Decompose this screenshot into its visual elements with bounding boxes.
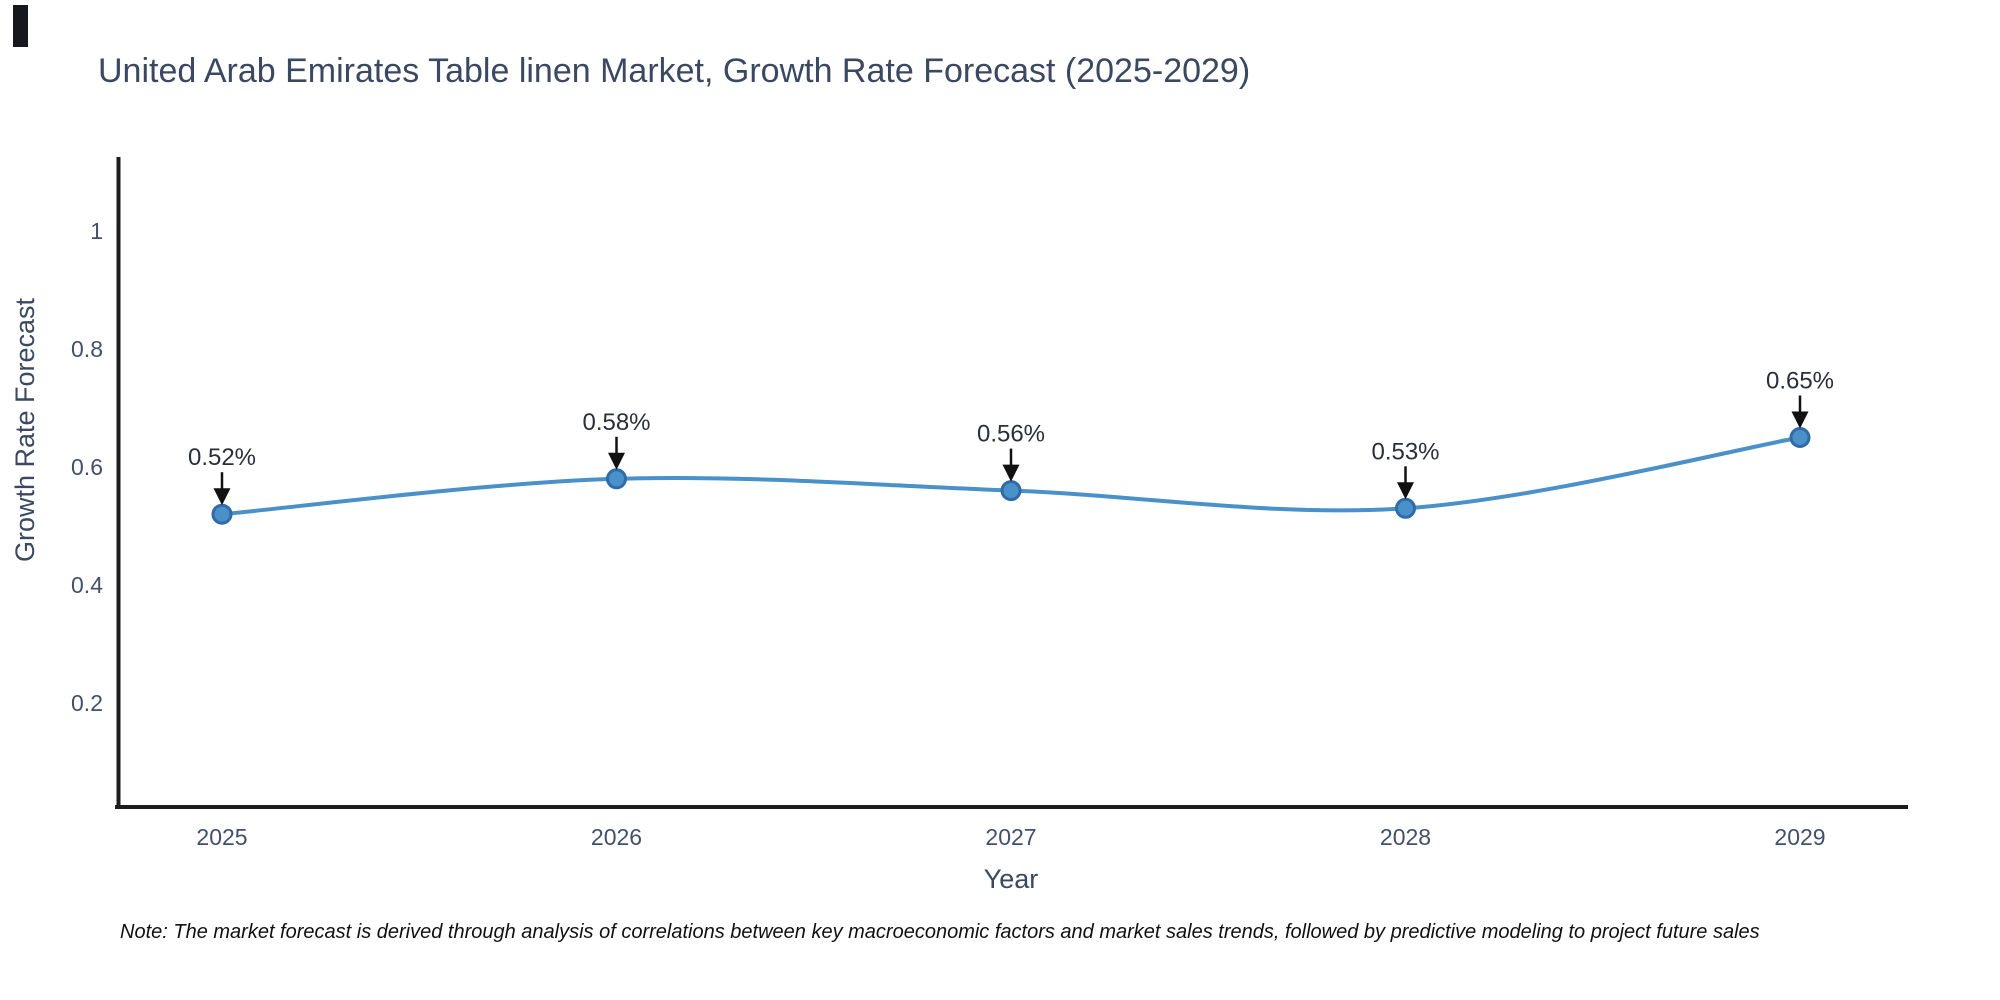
annotation-arrowhead-icon: [1002, 464, 1020, 482]
data-point-marker: [1395, 497, 1416, 519]
annotation-arrowhead-icon: [1791, 411, 1809, 429]
point-value-label: 0.58%: [582, 409, 650, 436]
x-axis-title: Year: [984, 864, 1039, 894]
x-tick-label: 2025: [196, 824, 247, 850]
data-point-marker: [606, 468, 627, 490]
data-point-marker: [211, 503, 233, 525]
y-tick-label: 0.8: [71, 336, 103, 362]
x-tick-label: 2029: [1774, 824, 1825, 850]
x-axis: Year 2025 2026 2027 2028 2029: [115, 805, 1908, 894]
x-tick-label: 2026: [591, 824, 642, 850]
x-tick-labels: 2025 2026 2027 2028 2029: [196, 824, 1825, 850]
data-point-marker: [1789, 427, 1811, 448]
y-tick-label: 0.6: [71, 454, 103, 480]
x-tick-label: 2028: [1380, 824, 1431, 850]
y-tick-label: 1: [90, 218, 103, 244]
annotation-arrowhead-icon: [213, 488, 231, 506]
y-axis: Growth Rate Forecast 0.2 0.4 0.6 0.8 1: [10, 157, 121, 809]
y-axis-title: Growth Rate Forecast: [10, 297, 40, 562]
data-point-marker: [1000, 480, 1022, 502]
y-tick-labels: 0.2 0.4 0.6 0.8 1: [71, 218, 103, 716]
y-tick-label: 0.4: [71, 572, 103, 598]
point-value-label: 0.56%: [977, 421, 1045, 448]
y-tick-label: 0.2: [71, 690, 103, 716]
screen-artifact-bar: [13, 5, 28, 47]
point-value-label: 0.52%: [188, 444, 256, 471]
footnote: Note: The market forecast is derived thr…: [120, 921, 1760, 943]
point-value-label: 0.65%: [1766, 368, 1834, 395]
point-annotations: 0.52% 0.58% 0.56% 0.53% 0.65%: [188, 368, 1834, 506]
chart-title: United Arab Emirates Table linen Market,…: [98, 52, 1250, 90]
annotation-arrowhead-icon: [1397, 482, 1414, 500]
point-value-label: 0.53%: [1371, 438, 1439, 465]
annotation-arrowhead-icon: [608, 452, 625, 470]
x-tick-label: 2027: [985, 824, 1036, 850]
